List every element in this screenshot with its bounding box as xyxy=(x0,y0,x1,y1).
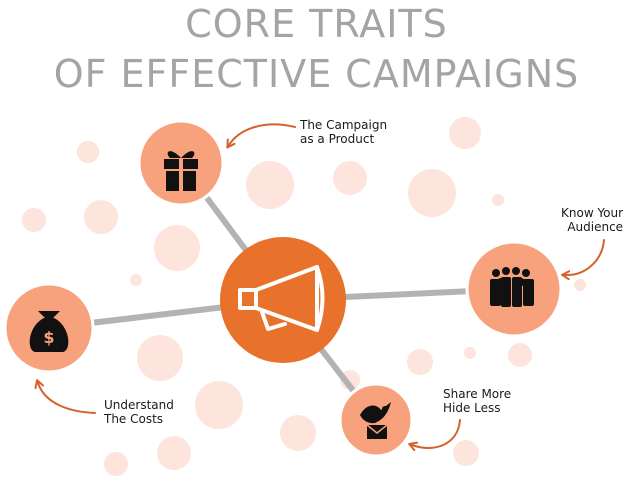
dove-letter-icon xyxy=(360,402,391,439)
people-group-icon xyxy=(490,267,534,307)
label-costs-line-2: The Costs xyxy=(104,412,164,426)
svg-text:$: $ xyxy=(43,328,54,347)
node-product xyxy=(137,119,225,207)
gift-icon xyxy=(164,151,198,191)
label-product: The Campaign as a Product xyxy=(300,118,387,146)
label-share: Share More Hide Less xyxy=(443,387,511,415)
label-costs: Understand The Costs xyxy=(104,398,174,426)
megaphone-icon xyxy=(238,265,325,332)
label-audience-line-2: Audience xyxy=(567,220,624,234)
node-share xyxy=(338,382,414,458)
label-share-line-2: Hide Less xyxy=(443,401,501,415)
arrow-to-share xyxy=(408,419,461,452)
hub-node xyxy=(220,237,346,363)
arrow-to-product xyxy=(226,123,296,149)
node-audience xyxy=(465,240,563,338)
diagram-title-line-1: CORE TRAITS xyxy=(185,2,448,46)
money-bag-icon: $ xyxy=(29,311,69,352)
background-bubbles xyxy=(22,117,586,476)
label-product-line-1: The Campaign xyxy=(300,118,388,132)
label-share-line-1: Share More xyxy=(443,387,512,401)
node-costs: $ xyxy=(3,282,95,374)
arrow-to-audience xyxy=(561,239,605,281)
label-product-line-2: as a Product xyxy=(300,132,375,146)
pointer-arrows xyxy=(34,123,605,452)
label-audience-line-1: Know Your xyxy=(561,206,624,220)
label-audience: Know Your Audience xyxy=(561,206,623,234)
diagram-title-line-2: OF EFFECTIVE CAMPAIGNS xyxy=(53,52,580,96)
arrow-to-costs xyxy=(34,379,96,414)
label-costs-line-1: Understand xyxy=(104,398,174,412)
